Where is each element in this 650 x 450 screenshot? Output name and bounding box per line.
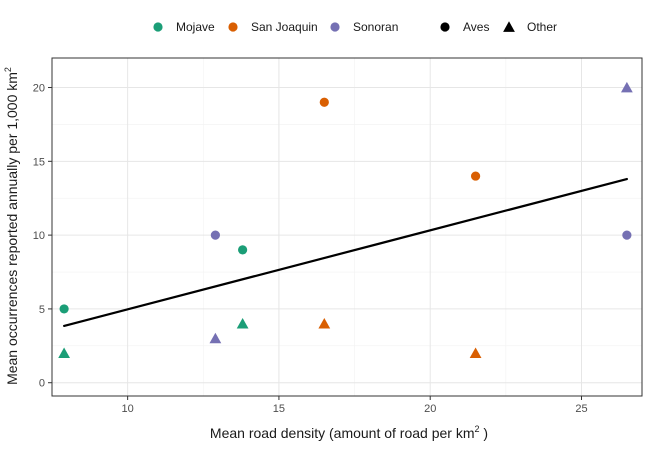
data-point-triangle — [236, 317, 249, 329]
legend-color-key — [153, 22, 163, 32]
y-tick-label: 15 — [33, 156, 45, 168]
grid — [51, 58, 642, 396]
trend-line-group — [63, 177, 628, 327]
data-point-triangle — [620, 81, 633, 93]
x-axis: 10 15 20 25 — [122, 396, 588, 415]
y-tick-label: 0 — [39, 378, 45, 390]
y-tick-label: 10 — [33, 230, 45, 242]
y-axis-title: Mean occurrences reported annually per 1… — [3, 67, 20, 385]
data-point-circle — [238, 245, 248, 255]
x-tick-label: 10 — [122, 403, 134, 415]
plot-border — [51, 57, 643, 397]
data-point-circle — [59, 304, 69, 314]
y-axis: 0 5 10 15 20 — [33, 83, 52, 390]
data-point-triangle — [209, 332, 222, 344]
legend-color-key — [228, 22, 238, 32]
legend-label: San Joaquin — [251, 20, 318, 34]
x-axis-title: Mean road density (amount of road per km… — [210, 424, 488, 441]
y-tick-label: 20 — [33, 83, 45, 95]
legend-shape-key — [503, 21, 515, 32]
data-point-triangle — [318, 317, 331, 329]
legend-label: Mojave — [176, 20, 215, 34]
data-point-triangle — [469, 347, 482, 359]
data-point-circle — [210, 230, 220, 240]
data-point-circle — [622, 230, 632, 240]
legend-label: Sonoran — [353, 20, 398, 34]
x-tick-label: 25 — [575, 403, 587, 415]
trend-line — [63, 177, 628, 327]
plot-panel — [52, 58, 642, 396]
legend-label: Aves — [463, 20, 489, 34]
legend-color-key — [330, 22, 340, 32]
x-tick-label: 20 — [424, 403, 436, 415]
x-tick-label: 15 — [273, 403, 285, 415]
legend: Mojave San Joaquin Sonoran Aves Other — [153, 20, 557, 34]
legend-shape-key — [440, 22, 450, 32]
data-point-triangle — [58, 347, 70, 359]
y-tick-label: 5 — [39, 304, 45, 316]
legend-label: Other — [527, 20, 557, 34]
data-points — [58, 81, 633, 359]
data-point-circle — [319, 97, 329, 107]
data-point-circle — [470, 171, 481, 181]
